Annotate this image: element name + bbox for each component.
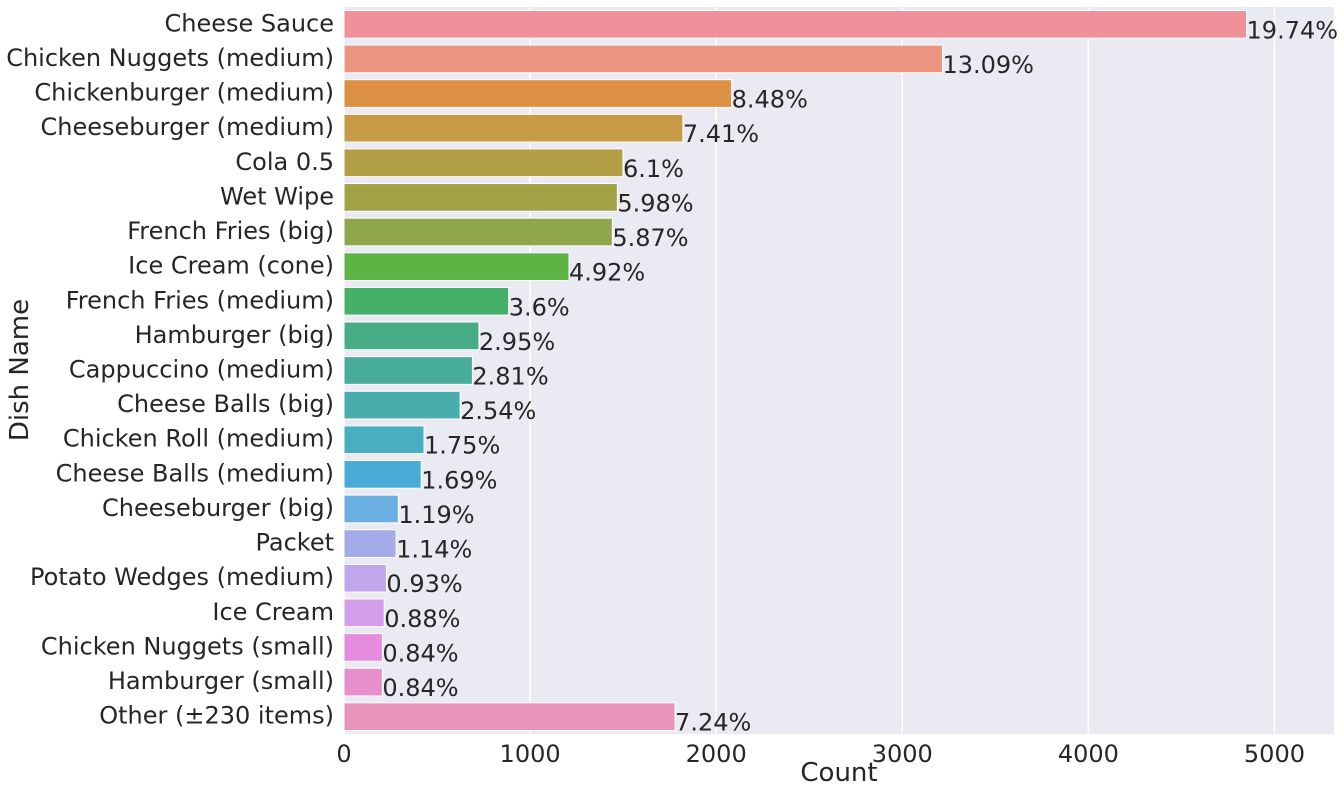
bar <box>343 217 613 247</box>
value-label: 1.75% <box>424 432 500 460</box>
bar <box>343 563 387 593</box>
y-tick-label: Wet Wipe <box>220 182 334 210</box>
y-tick-label: Ice Cream <box>212 598 334 626</box>
bar <box>343 252 570 281</box>
bar <box>343 598 385 628</box>
value-label: 2.95% <box>479 328 555 356</box>
bar <box>343 460 422 489</box>
y-tick-label: Cheeseburger (medium) <box>40 113 334 141</box>
y-tick-label: Other (±230 items) <box>99 702 334 730</box>
bar <box>343 321 480 351</box>
bar <box>343 667 383 697</box>
value-label: 0.88% <box>384 605 460 633</box>
y-tick-label: Chicken Nuggets (small) <box>41 632 334 660</box>
value-label: 7.24% <box>675 709 751 737</box>
x-tick-label: 0 <box>336 740 351 768</box>
value-label: 0.93% <box>386 570 462 598</box>
bar <box>343 44 943 74</box>
value-label: 3.6% <box>509 293 570 321</box>
y-tick-label: Potato Wedges (medium) <box>30 563 334 591</box>
y-tick-label: Cheese Balls (medium) <box>56 459 334 487</box>
value-label: 2.54% <box>460 397 536 425</box>
y-tick-label: French Fries (big) <box>127 217 334 245</box>
x-tick-label: 4000 <box>1058 740 1119 768</box>
bar <box>343 494 399 524</box>
x-tick-label: 1000 <box>500 740 561 768</box>
value-label: 13.09% <box>942 51 1034 79</box>
value-label: 4.92% <box>569 259 645 287</box>
value-label: 1.14% <box>396 536 472 564</box>
value-label: 7.41% <box>683 120 759 148</box>
x-tick-label: 2000 <box>686 740 747 768</box>
y-tick-label: Ice Cream (cone) <box>128 252 334 280</box>
bar <box>343 79 733 108</box>
bar <box>343 9 1248 39</box>
y-tick-label: Hamburger (big) <box>135 321 334 349</box>
bar <box>343 113 684 143</box>
y-tick-label: Cheese Sauce <box>164 9 334 37</box>
bar <box>343 529 397 558</box>
value-label: 6.1% <box>623 155 684 183</box>
bar <box>343 148 624 178</box>
value-label: 0.84% <box>382 639 458 667</box>
y-tick-label: Cheese Balls (big) <box>117 390 334 418</box>
y-tick-label: Chicken Nuggets (medium) <box>6 44 334 72</box>
y-tick-label: Chicken Roll (medium) <box>63 425 334 453</box>
y-axis-label: Dish Name <box>5 299 35 441</box>
y-tick-label: Hamburger (small) <box>108 667 334 695</box>
y-tick-label: Cola 0.5 <box>235 148 334 176</box>
value-label: 19.74% <box>1247 16 1339 44</box>
value-label: 5.87% <box>612 224 688 252</box>
value-label: 1.19% <box>398 501 474 529</box>
bar <box>343 425 425 455</box>
bar <box>343 286 510 316</box>
value-label: 1.69% <box>421 466 497 494</box>
value-label: 0.84% <box>382 674 458 702</box>
bar <box>343 356 473 385</box>
y-tick-label: French Fries (medium) <box>66 286 334 314</box>
bar <box>343 633 383 662</box>
x-axis-label: Count <box>800 758 877 788</box>
y-tick-label: Packet <box>255 529 334 557</box>
y-tick-label: Cappuccino (medium) <box>69 356 334 384</box>
y-tick-label: Chickenburger (medium) <box>34 79 334 107</box>
bar <box>343 702 676 732</box>
x-tick-label: 3000 <box>872 740 933 768</box>
bar <box>343 390 461 420</box>
value-label: 8.48% <box>732 86 808 114</box>
y-tick-label: Cheeseburger (big) <box>102 494 334 522</box>
value-label: 2.81% <box>472 363 548 391</box>
bar <box>343 183 618 212</box>
value-label: 5.98% <box>617 189 693 217</box>
x-tick-label: 5000 <box>1244 740 1305 768</box>
